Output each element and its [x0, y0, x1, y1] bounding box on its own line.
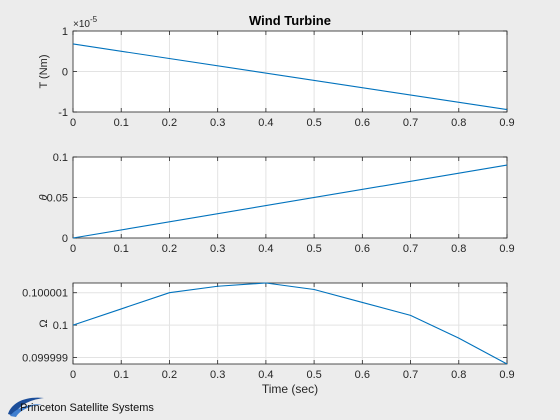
y-tick-label: 0.100001	[22, 288, 68, 300]
x-tick-label: 0.5	[306, 117, 321, 129]
y-tick-label: 0.099999	[22, 353, 68, 365]
x-tick-label: 0.6	[355, 243, 370, 255]
y-tick-label: 1	[62, 26, 68, 38]
x-tick-label: 0.5	[306, 369, 321, 381]
logo: Princeton Satellite Systems	[6, 392, 206, 418]
x-tick-label: 0.1	[114, 243, 129, 255]
x-tick-label: 0.2	[162, 243, 177, 255]
x-tick-label: 0.7	[403, 243, 418, 255]
y-tick-label: 0	[62, 67, 68, 79]
x-tick-label: 0	[70, 243, 76, 255]
y-exponent-power: -5	[90, 15, 98, 24]
axes-2: 0 0.1 0.2 0.3 0.4 0.5 0.6 0.7 0.8 0.9 0 0.05 0.1 θ	[38, 152, 515, 255]
x-tick-label: 0	[70, 117, 76, 129]
y-tick-label: 0	[62, 233, 68, 245]
axes-3: 0 0.1 0.2 0.3 0.4 0.5 0.6 0.7 0.8 0.90.0999990.10…	[22, 282, 515, 396]
x-tick-label: 0.6	[355, 369, 370, 381]
x-tick-label: 0.2	[162, 369, 177, 381]
y-tick-label: 0.05	[47, 193, 68, 205]
y-exponent-label: ×10-5	[73, 15, 98, 30]
figure-title: Wind Turbine	[249, 13, 331, 28]
x-axis-label: Time (sec)	[262, 382, 318, 396]
x-tick-label: 0.9	[499, 369, 514, 381]
logo-text: Princeton Satellite Systems	[20, 402, 154, 414]
x-tick-label: 0.7	[403, 369, 418, 381]
x-tick-label: 0.3	[210, 117, 225, 129]
x-tick-label: 0.7	[403, 117, 418, 129]
logo-swoosh-icon	[8, 397, 44, 417]
x-tick-label: 0.6	[355, 117, 370, 129]
x-tick-label: 0.2	[162, 117, 177, 129]
x-tick-label: 0.9	[499, 117, 514, 129]
x-tick-label: 0.4	[258, 369, 273, 381]
y-tick-label: -1	[58, 107, 68, 119]
x-tick-label: 0.4	[258, 117, 273, 129]
x-tick-label: 0.9	[499, 243, 514, 255]
axes-1: 0 0.1 0.2 0.3 0.4 0.5 0.6 0.7 0.8 0.9-101×10-5T (…	[38, 15, 515, 129]
x-tick-label: 0.3	[210, 369, 225, 381]
axes-border	[72, 282, 508, 365]
x-tick-label: 0.8	[451, 117, 466, 129]
x-tick-label: 0.1	[114, 117, 129, 129]
y-axis-label: θ	[38, 194, 50, 200]
y-axis-label: T (Nm)	[38, 54, 50, 88]
x-tick-label: 0.1	[114, 369, 129, 381]
y-axis-label: Ω	[38, 319, 50, 327]
y-tick-label: 0.1	[53, 152, 68, 164]
series-line-1	[72, 43, 508, 111]
x-tick-label: 0.3	[210, 243, 225, 255]
plot-area	[73, 283, 507, 364]
x-tick-label: 0.8	[451, 369, 466, 381]
x-tick-label: 0.4	[258, 243, 273, 255]
x-tick-label: 0.8	[451, 243, 466, 255]
series-line-1	[72, 164, 508, 239]
x-tick-label: 0	[70, 369, 76, 381]
series-line-1	[72, 282, 508, 365]
y-tick-label: 0.1	[53, 320, 68, 332]
x-tick-label: 0.5	[306, 243, 321, 255]
